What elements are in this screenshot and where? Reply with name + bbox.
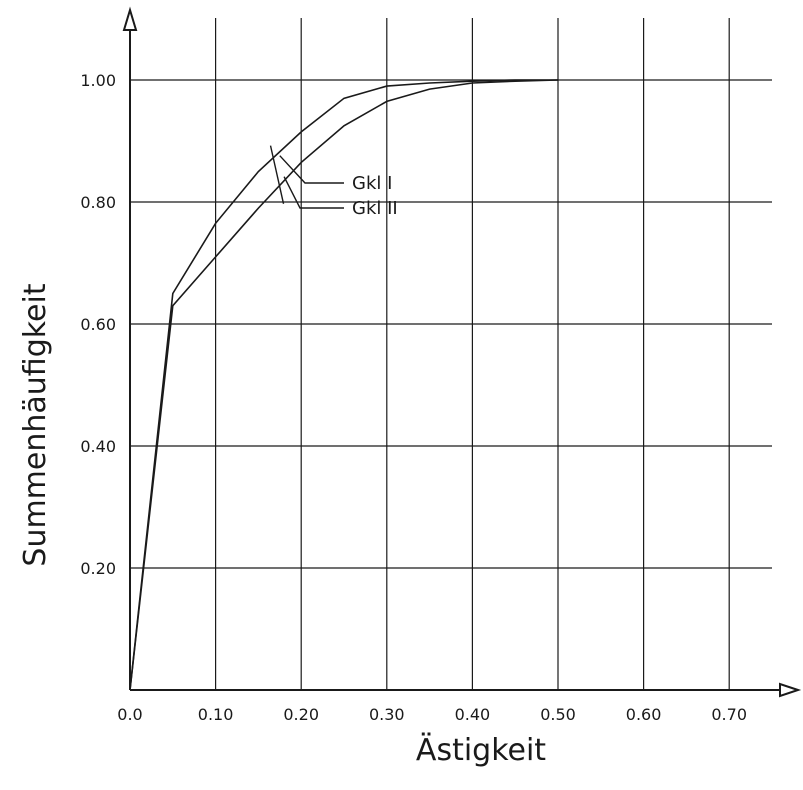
series-line-gkl-2 bbox=[129, 79, 559, 691]
legend-tick bbox=[269, 145, 285, 204]
legend-label-gkl-1: Gkl I bbox=[352, 173, 392, 194]
y-tick-label: 0.60 bbox=[80, 315, 116, 334]
legend-leader-gkl-2 bbox=[283, 176, 344, 209]
x-tick-label: 0.70 bbox=[711, 705, 747, 724]
y-tick-label: 0.40 bbox=[80, 437, 116, 456]
y-axis-arrow-icon bbox=[122, 6, 138, 31]
x-tick-label: 0.30 bbox=[369, 705, 405, 724]
x-tick-label: 0.40 bbox=[455, 705, 491, 724]
legend-leader-gkl-1 bbox=[279, 155, 344, 184]
x-axis-title: Ästigkeit bbox=[416, 732, 546, 768]
grid bbox=[130, 18, 772, 690]
x-tick-label: 0.20 bbox=[283, 705, 319, 724]
x-tick-label: 0.60 bbox=[626, 705, 662, 724]
y-axis-title: Summenhäufigkeit bbox=[18, 283, 53, 566]
x-axis-arrow-icon bbox=[779, 682, 802, 698]
y-tick-label: 0.20 bbox=[80, 559, 116, 578]
y-tick-label: 0.80 bbox=[80, 193, 116, 212]
series-line-gkl-1 bbox=[129, 79, 558, 691]
x-tick-label: 0.10 bbox=[198, 705, 234, 724]
axes bbox=[122, 6, 802, 698]
x-tick-label: 0.0 bbox=[117, 705, 142, 724]
tick-labels: 0.20 0.40 0.60 0.80 1.00 0.0 0.10 0.20 0.30 0.40 0… bbox=[80, 71, 747, 724]
legend: Gkl I Gkl II bbox=[269, 145, 398, 219]
legend-label-gkl-2: Gkl II bbox=[352, 198, 398, 219]
x-tick-label: 0.50 bbox=[540, 705, 576, 724]
series-group bbox=[129, 79, 559, 691]
y-tick-label: 1.00 bbox=[80, 71, 116, 90]
